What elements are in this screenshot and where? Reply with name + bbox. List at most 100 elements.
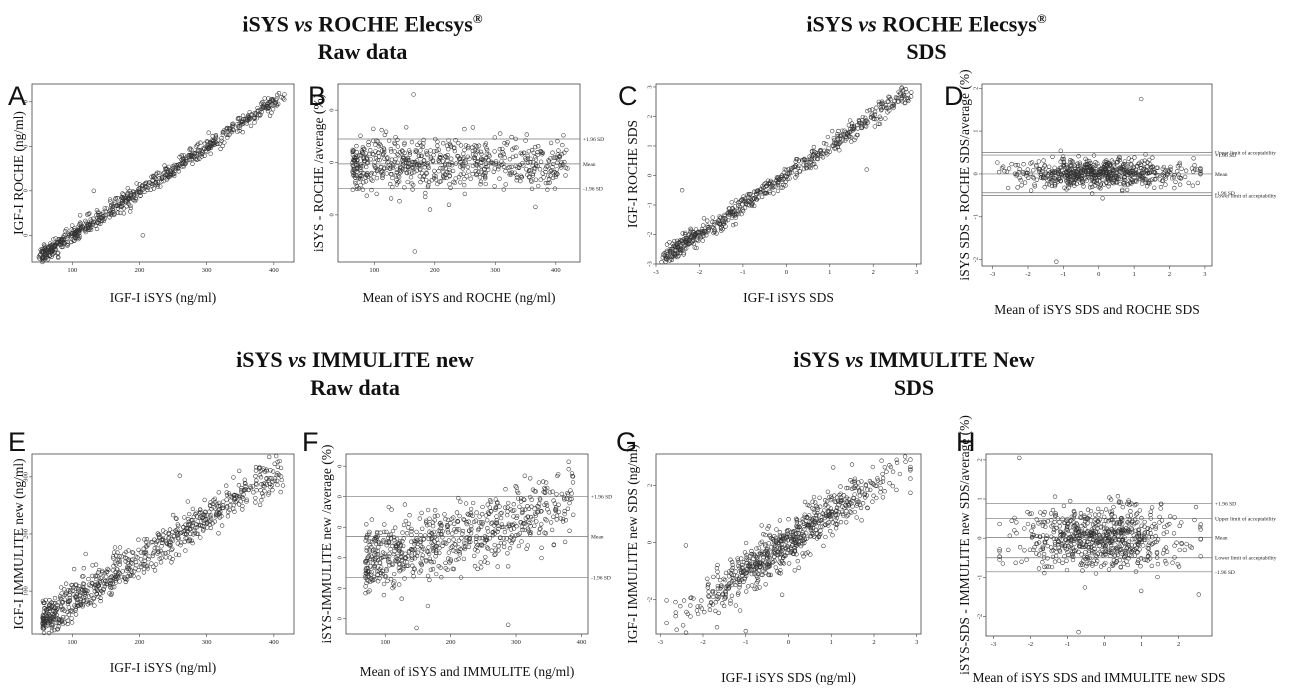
scatter-point [507,170,513,176]
scatter-point [391,551,397,557]
scatter-point [120,201,125,206]
scatter-point [706,589,711,594]
scatter-point [548,140,554,146]
scatter-point [551,161,556,167]
scatter-point [180,161,185,166]
scatter-point [744,589,749,594]
scatter-point [392,549,397,554]
scatter-point [364,522,369,527]
scatter-point [551,155,556,160]
y-tick-label: -3 [646,261,653,266]
scatter-point [859,518,864,523]
scatter-point [358,133,363,138]
scatter-point [498,131,503,136]
scatter-point [389,149,394,154]
scatter-point [450,168,456,174]
scatter-point [108,211,113,216]
scatter-point [502,505,508,510]
scatter-point [72,235,77,240]
scatter-point [168,169,174,174]
scatter-point [442,175,447,181]
scatter-point [680,231,685,236]
y-tick-label: 0 [328,213,335,216]
scatter-point [729,215,735,220]
scatter-point [107,197,113,202]
scatter-point [1058,148,1063,153]
scatter-point [543,531,549,536]
scatter-point [45,257,51,262]
scatter-point [458,143,464,148]
scatter-point [143,183,148,189]
scatter-point [388,166,393,171]
scatter-point [497,504,502,509]
scatter-point [872,124,877,129]
scatter-point [388,546,393,552]
scatter-point [831,465,836,470]
scatter-point [1183,168,1189,173]
scatter-point [385,578,390,584]
scatter-point [706,581,711,587]
scatter-point [155,180,161,185]
scatter-point [554,492,559,497]
registered-mark: ® [1036,11,1047,26]
y-tick-label: 0 [22,234,29,237]
scatter-point [515,496,521,501]
scatter-point [551,514,556,519]
panel-letter: F [302,427,319,457]
scatter-point [393,157,398,162]
scatter-point [432,513,438,519]
scatter-point [267,454,272,460]
scatter-point [144,537,150,542]
scatter-point [429,178,434,183]
scatter-point [62,240,67,245]
scatter-point [466,144,471,149]
scatter-point [550,489,555,494]
x-axis-title: Mean of iSYS SDS and ROCHE SDS [994,302,1200,317]
scatter-point [366,142,371,148]
scatter-point [863,115,868,121]
scatter-point [69,620,75,625]
header-vs: vs [288,347,307,372]
header-text: IMMULITE New [863,347,1035,372]
y-tick-label: 0 [336,495,343,498]
scatter-point [142,554,148,560]
scatter-point [850,504,855,509]
scatter-point [231,475,236,480]
x-tick-label: 2 [1168,271,1171,278]
scatter-point [562,509,567,514]
scatter-point [127,196,132,201]
scatter-point [153,182,158,188]
scatter-point [52,244,57,249]
y-tick-label: 1 [646,144,653,147]
scatter-point [501,544,507,550]
scatter-point [454,510,460,515]
scatter-point [745,584,751,589]
x-tick-label: -2 [1028,641,1033,648]
scatter-point [1172,185,1177,191]
scatter-point [195,152,200,157]
scatter-point [270,487,275,493]
scatter-point [479,157,484,162]
y-tick-label: 0 [972,172,979,175]
header-roche-raw-line1: iSYS vs ROCHE Elecsys® [220,5,505,38]
scatter-point [130,189,136,194]
scatter-point [254,478,259,483]
scatter-point [177,473,182,478]
scatter-point [230,121,236,126]
scatter-point [466,519,471,524]
header-imm-raw: iSYS vs IMMULITE new Raw data [210,346,500,402]
scatter-point [165,172,170,178]
scatter-point [403,518,408,524]
scatter-point [678,603,683,609]
x-tick-label: -2 [700,639,705,646]
scatter-point [494,514,499,519]
scatter-point [411,92,416,97]
scatter-point [206,130,211,135]
scatter-point [202,153,207,158]
scatter-point [716,610,721,616]
scatter-point [384,543,389,548]
scatter-point [478,560,483,565]
y-tick-label: 0 [336,465,343,468]
scatter-point [351,173,357,179]
